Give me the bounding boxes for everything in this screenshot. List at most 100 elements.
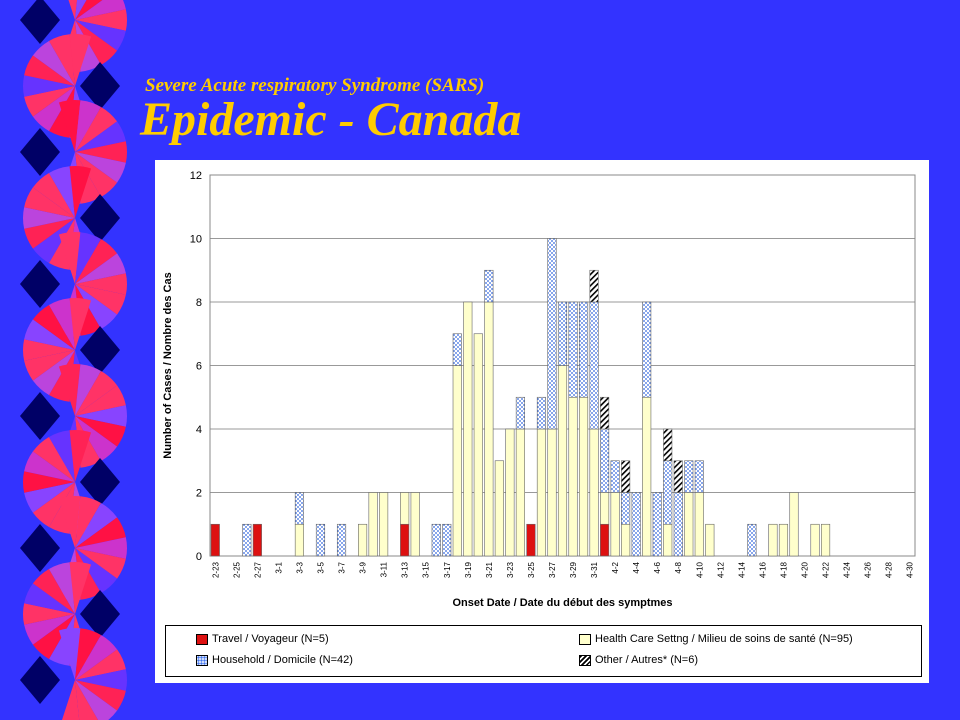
fan-segment: [75, 502, 118, 548]
bar-segment: [442, 523, 452, 557]
fan-diamond: [20, 260, 60, 308]
bar-segment: [526, 523, 536, 557]
bar-segment: [294, 523, 305, 557]
bar-segment: [747, 523, 757, 557]
x-tick-label: 3-29: [569, 561, 578, 578]
x-tick-label: 4-10: [695, 561, 704, 578]
bar-segment: [547, 428, 557, 557]
x-tick-label: 3-17: [443, 561, 452, 578]
x-axis-title: Onset Date / Date du début des symptmes: [452, 597, 672, 609]
bar-segment: [610, 460, 620, 493]
bar-segment: [358, 523, 368, 557]
bar-segment: [484, 301, 494, 557]
x-tick-label: 3-31: [590, 561, 599, 578]
bar-segment: [536, 428, 547, 557]
bar-segment: [536, 396, 547, 430]
bar-segment: [642, 301, 652, 398]
fan-segment: [32, 568, 75, 614]
legend-swatch-travel: [196, 633, 208, 645]
fan-segment: [75, 548, 118, 594]
bars: [210, 238, 831, 557]
x-tick-label: 4-22: [822, 561, 831, 578]
fan-segment: [75, 548, 126, 579]
fan-segment: [75, 496, 101, 548]
fan-segment: [58, 628, 81, 680]
fan-diamond: [20, 656, 60, 704]
bar-segment: [294, 492, 305, 525]
bar-segment: [673, 492, 683, 557]
x-tick-label: 4-2: [611, 561, 620, 573]
bar-segment: [410, 492, 420, 557]
fan-diamond: [80, 326, 120, 374]
fan-segment: [49, 298, 75, 350]
fan-segment: [58, 363, 81, 416]
fan-segment: [22, 603, 75, 625]
fan-diamond: [80, 458, 120, 506]
fan-segment: [32, 218, 75, 264]
bar-segment: [810, 523, 820, 557]
bar-segment: [252, 523, 262, 557]
bar-segment: [694, 492, 704, 557]
fan-segment: [24, 583, 76, 614]
fan-segment: [75, 20, 126, 51]
fan-segment: [75, 628, 101, 680]
fan-segment: [69, 430, 92, 482]
bar-segment: [631, 492, 641, 557]
fan-segment: [69, 34, 92, 86]
stacked-bar-chart: 0 2 4 6 8 10 12 2-23 2-25 2-27 3-1 3-3 3-5 3-7 3-9 3-11…: [162, 170, 916, 609]
x-tick-label: 4-14: [737, 561, 746, 578]
fan-segment: [75, 634, 118, 680]
bar-segment: [210, 523, 220, 557]
bar-segment: [494, 460, 504, 557]
x-tick-label: 3-13: [401, 561, 410, 578]
legend-item-travel: Travel / Voyageur (N=5): [196, 633, 329, 645]
fan-group: [20, 0, 128, 720]
x-tick-label: 3-9: [359, 561, 368, 573]
chart-panel: 0 2 4 6 8 10 12 2-23 2-25 2-27 3-1 3-3 3-5 3-7 3-9 3-11…: [155, 160, 929, 683]
bar-segment: [568, 396, 578, 557]
bar-segment: [610, 492, 620, 557]
bar-segment: [778, 523, 789, 557]
x-tick-label: 2-23: [211, 561, 220, 578]
x-tick-label: 3-23: [506, 561, 515, 578]
fan-segment: [75, 370, 118, 416]
fan-segment: [24, 350, 76, 381]
bar-segment: [431, 523, 441, 557]
fan-diamond: [20, 128, 60, 176]
x-tick-label: 3-5: [316, 561, 325, 573]
x-tick-label: 4-12: [716, 561, 725, 578]
fan-segment: [22, 75, 75, 97]
fan-segment: [75, 416, 118, 462]
y-axis-title: Number of Cases / Nombre des Cas: [162, 272, 174, 458]
bar-segment: [600, 396, 610, 430]
fan-diamond: [20, 0, 60, 44]
bar-segment: [663, 460, 673, 525]
y-tick-label: 4: [196, 424, 202, 436]
x-tick-label: 3-27: [548, 561, 557, 578]
fan-segment: [75, 680, 126, 711]
bar-segment: [400, 523, 410, 557]
bar-segment: [484, 269, 494, 303]
y-tick-label: 10: [190, 234, 202, 246]
y-tick-label: 0: [196, 551, 202, 563]
legend-swatch-health-care: [579, 633, 591, 645]
y-tick-label: 12: [190, 170, 202, 182]
fan-segment: [75, 152, 126, 183]
bar-segment: [515, 428, 525, 557]
bar-segment: [242, 523, 252, 557]
fan-segment: [75, 0, 87, 20]
bar-segment: [547, 238, 557, 430]
bar-segment: [652, 492, 662, 557]
legend-swatch-other: [579, 654, 591, 666]
fan-segment: [32, 436, 75, 482]
bar-segment: [578, 301, 589, 398]
fan-segment: [32, 40, 75, 86]
x-tick-label: 4-28: [885, 561, 894, 578]
fan-segment: [32, 482, 75, 528]
fan-segment: [75, 284, 126, 315]
bar-segment: [673, 460, 683, 493]
bar-segment: [768, 523, 778, 557]
bar-segment: [621, 460, 631, 493]
fan-segment: [24, 187, 76, 218]
bar-segment: [315, 523, 326, 557]
